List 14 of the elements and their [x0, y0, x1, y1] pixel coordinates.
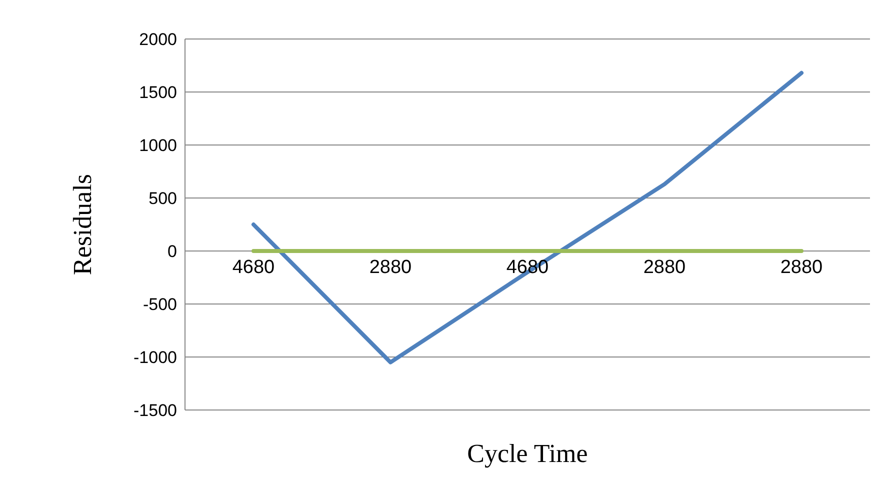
y-tick-label: 2000 [139, 30, 177, 50]
y-tick-label: 1000 [139, 136, 177, 156]
x-tick-label: 4680 [232, 257, 275, 278]
y-axis-title: Residuals [68, 174, 98, 276]
x-axis-title: Cycle Time [467, 439, 588, 468]
y-tick-label: -1500 [134, 401, 177, 420]
y-tick-label: 1500 [139, 83, 177, 102]
x-tick-label: 2880 [780, 257, 823, 278]
y-tick-label: -500 [142, 295, 177, 314]
y-tick-label: 0 [168, 242, 177, 262]
x-tick-label: 2880 [643, 257, 686, 278]
x-tick-label: 2880 [369, 257, 412, 278]
y-tick-label: -1000 [134, 348, 177, 368]
y-tick-label: 500 [148, 189, 177, 208]
